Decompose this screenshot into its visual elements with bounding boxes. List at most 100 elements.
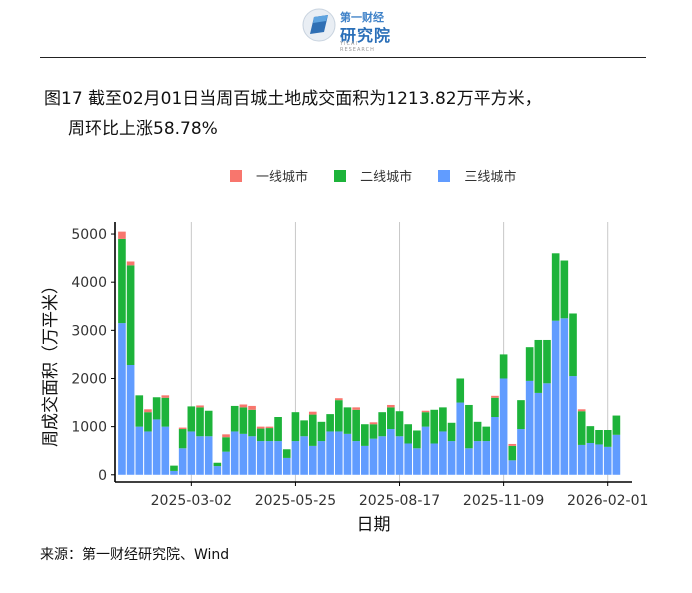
bar-tier3-3: [144, 431, 152, 475]
bar-tier2-45: [508, 445, 517, 461]
logo-name: 第一财经: [340, 11, 384, 24]
bar-tier3-39: [456, 402, 465, 475]
bar-tier2-5: [161, 397, 170, 427]
bar-tier2-53: [577, 411, 586, 445]
bar-tier3-19: [282, 457, 291, 475]
bar-tier2-50: [551, 253, 560, 321]
bar-tier2-28: [361, 424, 369, 446]
bar-tier2-16: [256, 428, 265, 442]
bar-tier3-53: [577, 444, 586, 475]
bar-tier1-1: [126, 261, 135, 266]
bar-tier3-5: [161, 426, 170, 475]
bar-tier2-52: [569, 313, 577, 377]
bar-tier2-11: [213, 462, 222, 467]
bar-tier3-15: [248, 436, 256, 475]
bar-tier3-45: [508, 460, 517, 475]
bar-tier2-19: [282, 449, 291, 458]
bar-tier3-54: [586, 443, 595, 475]
bar-tier3-48: [534, 392, 543, 475]
bar-tier3-9: [196, 436, 204, 475]
figure-title-line2: 周环比上涨58.78%: [68, 119, 218, 139]
bar-tier3-12: [222, 451, 230, 475]
bar-tier3-20: [291, 441, 300, 475]
bar-tier2-4: [152, 397, 161, 420]
figure-title: 图17 截至02月01日当周百城土地成交面积为1213.82万平方米， 周环比上…: [44, 84, 644, 144]
bar-tier3-16: [256, 441, 265, 475]
bar-tier2-13: [230, 405, 239, 432]
y-tick-label-5000: 5000: [71, 227, 107, 243]
bar-tier3-49: [543, 383, 551, 475]
bar-tier2-22: [308, 414, 317, 446]
bar-tier2-34: [413, 430, 421, 449]
bar-tier2-10: [204, 410, 213, 437]
bar-tier3-25: [334, 431, 343, 475]
bar-tier2-1: [126, 265, 135, 365]
bar-tier2-39: [456, 378, 465, 403]
bar-tier2-32: [395, 411, 404, 437]
bar-tier2-42: [482, 426, 491, 442]
bar-tier1-29: [369, 422, 378, 425]
bar-tier1-22: [308, 411, 317, 415]
bar-tier1-14: [239, 404, 248, 408]
bar-tier3-33: [404, 443, 413, 475]
legend-label-tier1: 一线城市: [256, 170, 309, 185]
y-tick-label-4000: 4000: [71, 275, 107, 291]
bar-tier1-9: [196, 405, 204, 408]
bar-tier2-47: [525, 347, 534, 381]
bar-tier3-29: [369, 438, 378, 475]
bar-tier3-21: [300, 436, 308, 475]
bar-tier3-17: [265, 441, 274, 475]
bar-tier2-36: [430, 409, 439, 444]
x-tick-label-4: 2026-02-01: [567, 493, 648, 509]
bar-tier3-7: [178, 448, 187, 475]
bar-tier2-23: [317, 421, 326, 442]
legend-swatch-tier3: [438, 170, 451, 182]
bar-tier3-57: [612, 434, 621, 475]
bar-tier2-41: [473, 421, 482, 442]
bar-tier3-6: [170, 470, 178, 475]
bar-tier3-30: [378, 436, 386, 475]
bar-tier2-15: [248, 409, 256, 437]
bar-tier2-56: [603, 430, 612, 447]
legend-swatch-tier2: [334, 170, 347, 182]
y-tick-label-0: 0: [98, 468, 107, 484]
bar-tier3-50: [551, 320, 560, 475]
x-tick-label-2: 2025-08-17: [359, 493, 440, 509]
bar-tier3-4: [152, 419, 161, 475]
bar-tier2-9: [196, 407, 204, 437]
bar-tier2-6: [170, 465, 178, 471]
bar-tier2-17: [265, 428, 274, 442]
legend-item-tier2: 二线城市: [334, 166, 412, 185]
bar-tier2-43: [491, 397, 499, 417]
x-tick-label-0: 2025-03-02: [151, 493, 232, 509]
chart-legend: 一线城市 二线城市 三线城市: [230, 166, 538, 185]
bar-tier3-47: [525, 380, 534, 475]
bar-tier2-29: [369, 424, 378, 439]
y-tick-label-2000: 2000: [71, 371, 107, 387]
bar-tier3-41: [473, 441, 482, 475]
bar-tier2-51: [560, 260, 569, 319]
bar-tier2-7: [178, 429, 187, 449]
bar-tier3-11: [213, 466, 222, 475]
bar-tier2-40: [465, 404, 473, 449]
bar-tier3-51: [560, 318, 569, 475]
bar-tier2-21: [300, 420, 308, 437]
bar-tier3-44: [499, 378, 508, 475]
bar-tier2-38: [447, 422, 456, 442]
bar-tier2-26: [343, 407, 352, 434]
x-axis-title: 日期: [357, 515, 391, 535]
y-tick-label-3000: 3000: [71, 323, 107, 339]
bar-tier3-46: [517, 429, 525, 475]
bar-tier1-12: [222, 434, 230, 438]
bar-tier1-15: [248, 405, 256, 410]
legend-swatch-tier1: [230, 170, 242, 182]
bar-tier3-27: [352, 441, 360, 475]
bar-tier1-25: [334, 398, 343, 401]
bar-tier3-22: [308, 445, 317, 475]
bar-tier2-35: [421, 412, 430, 427]
bar-tier3-24: [326, 431, 334, 475]
bar-tier2-37: [439, 407, 447, 432]
brand-logo: 第一财经 研究院 YICAI RESEARCH: [302, 6, 394, 53]
logo-subtitle: 研究院: [340, 26, 392, 45]
